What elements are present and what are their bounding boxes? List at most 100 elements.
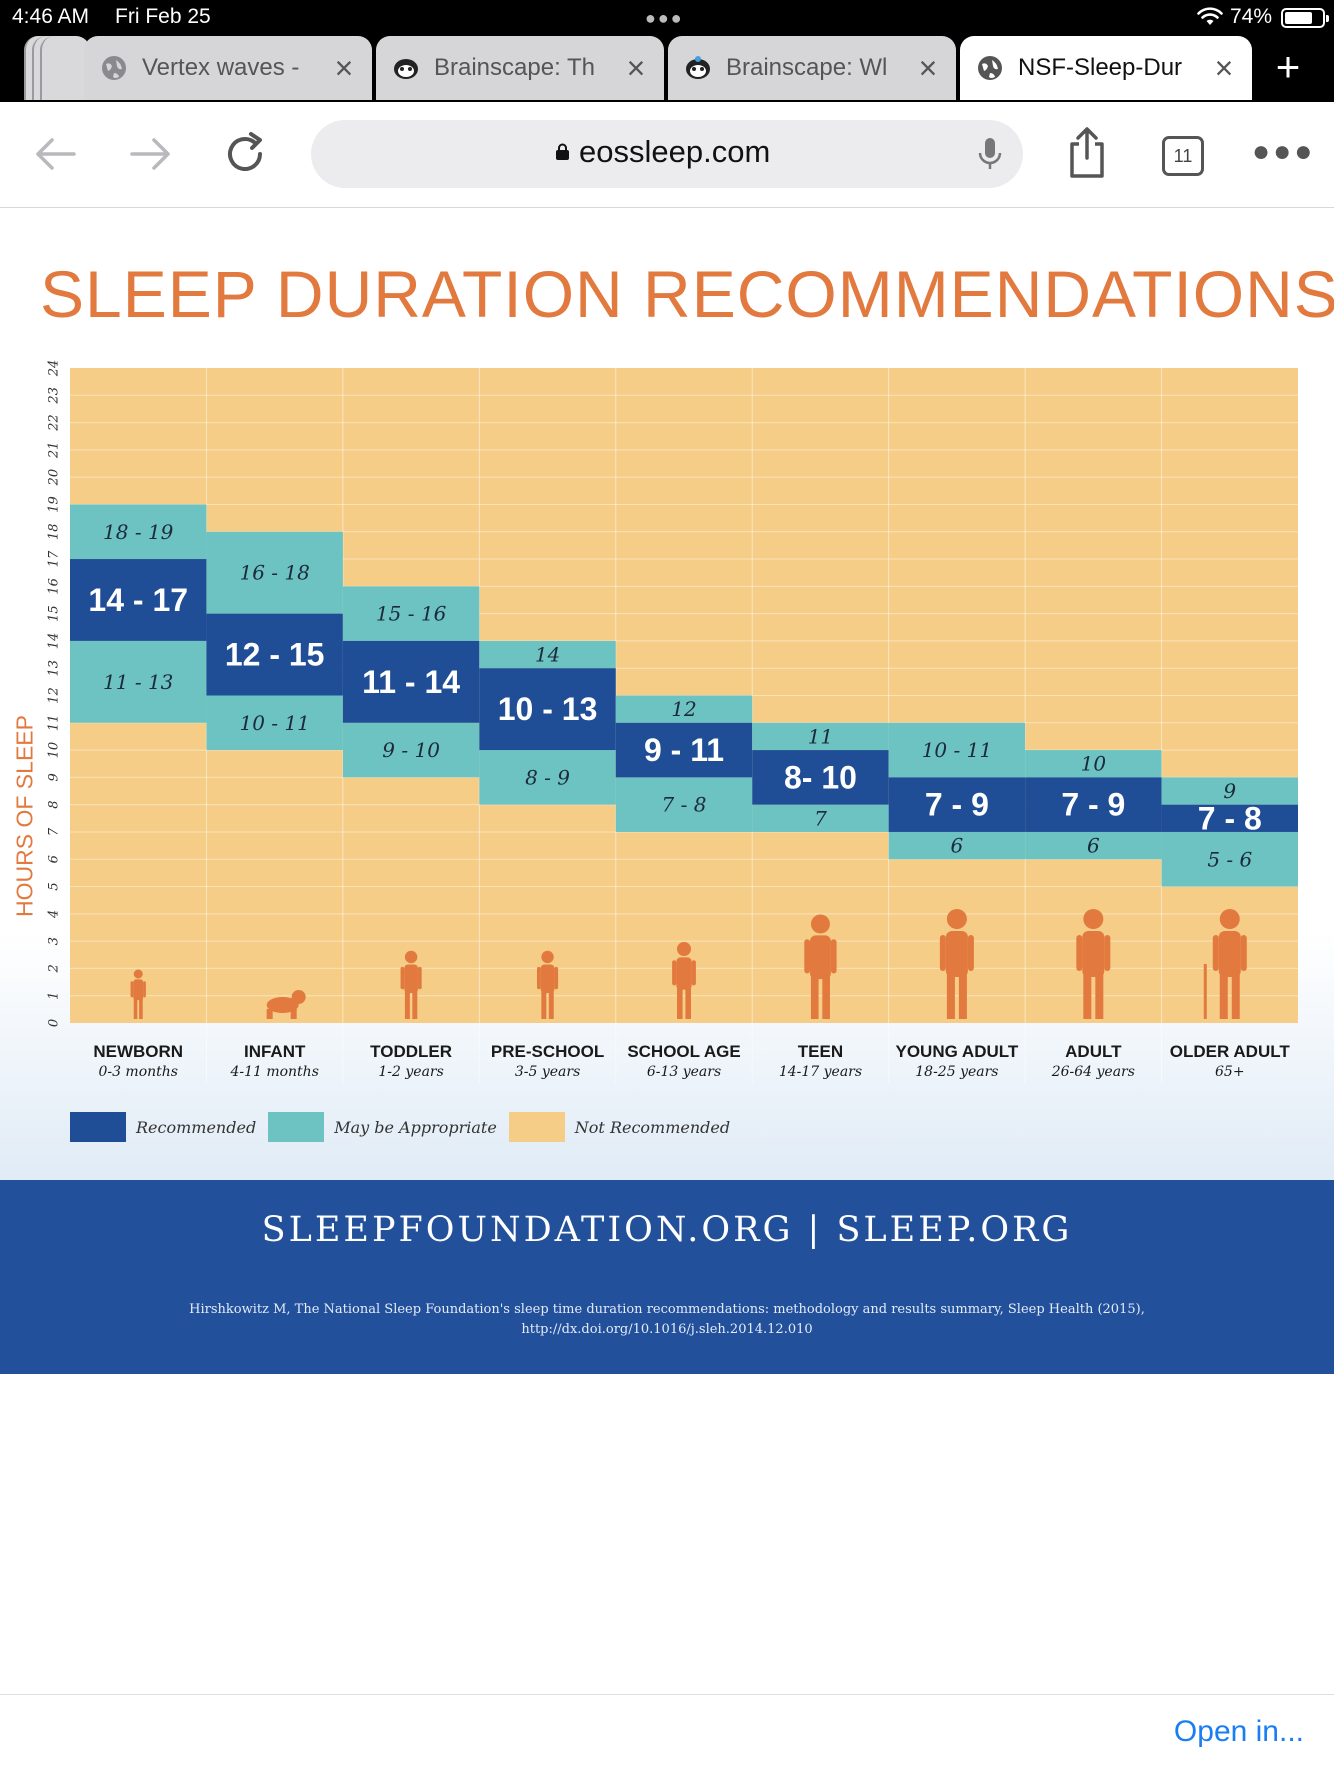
label-may-be-appropriate-upper: 16 - 18 [239, 561, 309, 585]
band-may-be-appropriate-upper [479, 640, 616, 669]
label-may-be-appropriate-upper: 10 - 11 [922, 738, 992, 762]
y-tick-label: 2 [47, 964, 62, 973]
category-age-label: 1-2 years [378, 1064, 443, 1080]
age-group-teen: 11 7 8- 10 TEEN 14-17 years [752, 722, 889, 1080]
category-age-label: 3-5 years [515, 1064, 580, 1080]
more-options-icon[interactable]: ●●● [1252, 135, 1316, 168]
tab-nsf-sleep-duration[interactable]: NSF-Sleep-Dur × [960, 36, 1252, 100]
person-silhouette-icon [130, 969, 146, 1019]
person-silhouette-icon [537, 950, 559, 1019]
close-icon[interactable]: × [334, 50, 354, 86]
category-age-label: 26-64 years [1051, 1064, 1135, 1080]
label-recommended: 9 - 11 [644, 732, 724, 768]
tab-title: Brainscape: Wl [726, 54, 888, 81]
category-age-label: 0-3 months [98, 1064, 178, 1080]
footer-links: SLEEPFOUNDATION.ORG | SLEEP.ORG [261, 1210, 1073, 1250]
url-text: eossleep.com [579, 134, 771, 169]
tab-bar: Vertex waves - × Brainscape: Th × Brains… [0, 34, 1334, 102]
band-may-be-appropriate-lower [342, 722, 480, 778]
category-age-label: 4-11 months [229, 1064, 318, 1080]
band-may-be-appropriate-lower [1025, 831, 1162, 860]
back-icon[interactable] [28, 126, 84, 182]
tab-title: Vertex waves - [142, 54, 300, 81]
category-label: YOUNG ADULT [895, 1042, 1018, 1061]
person-silhouette-icon [939, 909, 974, 1019]
url-bar[interactable]: eossleep.com [311, 120, 1023, 188]
wifi-icon [1197, 7, 1223, 25]
band-recommended [752, 750, 889, 805]
forward-icon[interactable] [122, 126, 178, 182]
tab-brainscape-1[interactable]: Brainscape: Th × [376, 36, 664, 100]
band-may-be-appropriate-upper [888, 722, 1026, 778]
band-may-be-appropriate-lower [479, 750, 616, 805]
band-may-be-appropriate-upper [206, 531, 343, 614]
label-may-be-appropriate-lower: 6 [1087, 834, 1100, 858]
globe-icon [976, 54, 1004, 82]
category-age-label: 65+ [1215, 1064, 1245, 1080]
band-may-be-appropriate-upper [1025, 750, 1162, 778]
y-tick-label: 4 [47, 910, 62, 919]
label-recommended: 14 - 17 [88, 582, 188, 618]
band-recommended [1161, 804, 1298, 832]
label-may-be-appropriate-lower: 5 - 6 [1207, 847, 1252, 871]
band-may-be-appropriate-lower [1161, 831, 1298, 887]
citation-doi: http://dx.doi.org/10.1016/j.sleh.2014.12… [521, 1322, 813, 1337]
y-tick-label: 6 [47, 855, 62, 863]
age-group-young-adult: 10 - 11 6 7 - 9 YOUNG ADULT 18-25 years [888, 722, 1026, 1080]
category-label: TODDLER [370, 1042, 452, 1061]
category-label: TEEN [798, 1042, 843, 1061]
y-tick-label: 7 [47, 827, 62, 836]
y-tick-label: 1 [47, 992, 62, 1000]
band-recommended [615, 722, 753, 778]
age-group-school-age: 12 7 - 8 9 - 11 SCHOOL AGE 6-13 years [615, 695, 753, 1080]
label-recommended: 7 - 9 [925, 787, 989, 823]
y-tick-label: 24 [47, 360, 62, 378]
y-tick-label: 16 [47, 578, 62, 595]
y-tick-label: 19 [47, 496, 62, 513]
battery-percent: 74% [1230, 5, 1273, 28]
y-tick-label: 9 [47, 773, 62, 781]
stacked-tab[interactable] [40, 36, 90, 100]
band-may-be-appropriate-lower [206, 695, 343, 751]
label-may-be-appropriate-upper: 14 [535, 643, 560, 667]
microphone-icon[interactable] [977, 136, 1003, 172]
open-in-button[interactable]: Open in... [1173, 1715, 1304, 1748]
label-may-be-appropriate-lower: 7 [814, 806, 827, 830]
chart-legend: Recommended May be Appropriate Not Recom… [70, 1111, 742, 1143]
category-label: OLDER ADULT [1170, 1042, 1291, 1061]
close-icon[interactable]: × [918, 50, 938, 86]
band-recommended [206, 613, 343, 696]
age-group-infant: 16 - 18 10 - 11 12 - 15 INFANT 4-11 months [206, 531, 343, 1080]
legend-swatch-may-be-appropriate [268, 1112, 325, 1142]
new-tab-icon[interactable]: + [1275, 43, 1301, 90]
age-group-newborn: 18 - 19 11 - 13 14 - 17 NEWBORN 0-3 months [70, 504, 207, 1080]
chart-title: SLEEP DURATION RECOMMENDATIONS [40, 257, 1334, 331]
tab-vertex-waves[interactable]: Vertex waves - × [84, 36, 372, 100]
y-tick-label: 15 [47, 605, 62, 622]
close-icon[interactable]: × [1214, 50, 1234, 86]
label-may-be-appropriate-upper: 18 - 19 [103, 520, 174, 544]
tab-brainscape-2[interactable]: Brainscape: Wl × [668, 36, 956, 100]
band-may-be-appropriate-upper [752, 722, 889, 751]
label-recommended: 12 - 15 [225, 637, 325, 673]
y-tick-label: 8 [47, 801, 62, 809]
status-time: 4:46 AM [12, 5, 90, 28]
sleep-infographic: SLEEP DURATION RECOMMENDATIONS HOURS OF … [0, 208, 1334, 1374]
y-tick-label: 18 [47, 523, 62, 540]
person-silhouette-icon [1203, 909, 1247, 1019]
multitasking-dots-icon[interactable]: ●●● [645, 8, 684, 28]
reload-icon[interactable] [218, 126, 274, 182]
band-recommended [479, 668, 616, 751]
close-icon[interactable]: × [626, 50, 646, 86]
label-recommended: 10 - 13 [498, 691, 598, 727]
label-recommended: 8- 10 [784, 759, 857, 795]
share-icon[interactable] [1064, 124, 1110, 180]
lock-icon [556, 143, 569, 160]
legend-label-recommended: Recommended [136, 1117, 257, 1137]
label-may-be-appropriate-upper: 11 [808, 724, 833, 748]
label-recommended: 11 - 14 [362, 664, 460, 700]
tab-overview-button[interactable]: 11 [1162, 136, 1204, 176]
band-recommended [1025, 777, 1162, 832]
category-age-label: 6-13 years [647, 1064, 721, 1080]
globe-icon [100, 54, 128, 82]
